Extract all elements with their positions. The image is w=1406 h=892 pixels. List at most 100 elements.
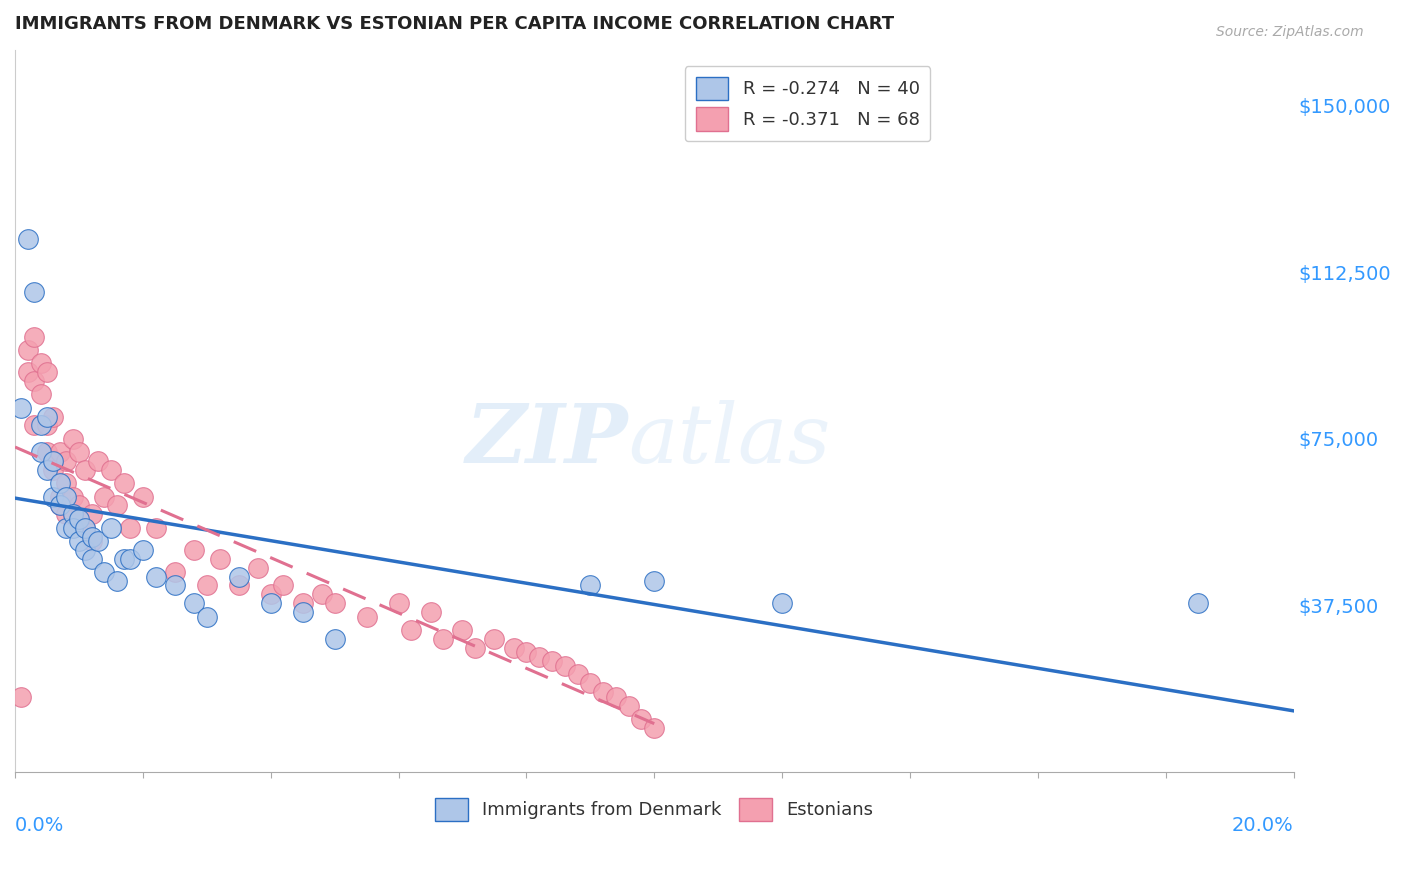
Point xyxy=(42,409,65,424)
Point xyxy=(617,698,640,713)
Point xyxy=(42,454,65,468)
Point xyxy=(273,578,295,592)
Legend: Immigrants from Denmark, Estonians: Immigrants from Denmark, Estonians xyxy=(427,790,880,828)
Point xyxy=(35,409,58,424)
Point xyxy=(42,454,65,468)
Point xyxy=(183,543,205,558)
Point xyxy=(35,418,58,433)
Point xyxy=(75,543,97,558)
Point xyxy=(48,490,70,504)
Point xyxy=(42,490,65,504)
Point xyxy=(80,551,103,566)
Point xyxy=(100,463,122,477)
Point xyxy=(62,432,84,446)
Point xyxy=(195,609,218,624)
Point xyxy=(1187,596,1209,610)
Point xyxy=(579,578,602,592)
Point xyxy=(643,574,665,588)
Point xyxy=(22,329,45,343)
Point xyxy=(387,596,409,610)
Point xyxy=(67,445,90,459)
Point xyxy=(502,640,524,655)
Point xyxy=(42,463,65,477)
Point xyxy=(48,499,70,513)
Point xyxy=(48,445,70,459)
Point xyxy=(62,521,84,535)
Text: 20.0%: 20.0% xyxy=(1232,815,1294,835)
Point xyxy=(80,508,103,522)
Point xyxy=(93,490,115,504)
Point xyxy=(80,530,103,544)
Point xyxy=(55,454,77,468)
Point xyxy=(75,521,97,535)
Point xyxy=(105,499,128,513)
Point xyxy=(22,418,45,433)
Point xyxy=(195,578,218,592)
Point xyxy=(515,645,537,659)
Point xyxy=(22,285,45,299)
Text: IMMIGRANTS FROM DENMARK VS ESTONIAN PER CAPITA INCOME CORRELATION CHART: IMMIGRANTS FROM DENMARK VS ESTONIAN PER … xyxy=(15,15,894,33)
Point xyxy=(567,667,589,681)
Point xyxy=(55,508,77,522)
Point xyxy=(208,551,231,566)
Point xyxy=(260,587,283,601)
Point xyxy=(323,632,346,646)
Point xyxy=(10,690,32,704)
Point xyxy=(163,578,186,592)
Point xyxy=(464,640,486,655)
Point xyxy=(30,418,52,433)
Point xyxy=(87,534,110,549)
Point xyxy=(527,649,550,664)
Point xyxy=(48,499,70,513)
Point xyxy=(67,512,90,526)
Point xyxy=(145,569,167,583)
Point xyxy=(246,560,269,574)
Point xyxy=(554,658,576,673)
Point xyxy=(484,632,506,646)
Point xyxy=(48,476,70,491)
Point xyxy=(87,454,110,468)
Point xyxy=(451,623,474,637)
Point xyxy=(93,565,115,579)
Point xyxy=(145,521,167,535)
Point xyxy=(260,596,283,610)
Point xyxy=(62,508,84,522)
Point xyxy=(30,445,52,459)
Point xyxy=(132,543,155,558)
Point xyxy=(579,676,602,690)
Point xyxy=(55,490,77,504)
Point xyxy=(643,721,665,735)
Point xyxy=(120,521,142,535)
Point xyxy=(228,569,250,583)
Point xyxy=(105,574,128,588)
Point xyxy=(35,365,58,379)
Point xyxy=(75,521,97,535)
Text: atlas: atlas xyxy=(628,400,831,480)
Point xyxy=(183,596,205,610)
Text: 0.0%: 0.0% xyxy=(15,815,65,835)
Point xyxy=(30,356,52,370)
Point xyxy=(80,534,103,549)
Point xyxy=(592,685,614,699)
Point xyxy=(291,605,314,619)
Point xyxy=(100,521,122,535)
Point xyxy=(67,499,90,513)
Point xyxy=(62,490,84,504)
Point xyxy=(541,654,564,668)
Point xyxy=(17,343,39,357)
Point xyxy=(432,632,454,646)
Point xyxy=(17,232,39,246)
Point xyxy=(163,565,186,579)
Point xyxy=(401,623,423,637)
Text: Source: ZipAtlas.com: Source: ZipAtlas.com xyxy=(1216,25,1364,39)
Point xyxy=(120,551,142,566)
Point xyxy=(55,476,77,491)
Point xyxy=(17,365,39,379)
Point xyxy=(311,587,333,601)
Point xyxy=(323,596,346,610)
Point xyxy=(605,690,627,704)
Point xyxy=(67,534,90,549)
Point xyxy=(35,445,58,459)
Point xyxy=(770,596,793,610)
Point xyxy=(630,712,652,726)
